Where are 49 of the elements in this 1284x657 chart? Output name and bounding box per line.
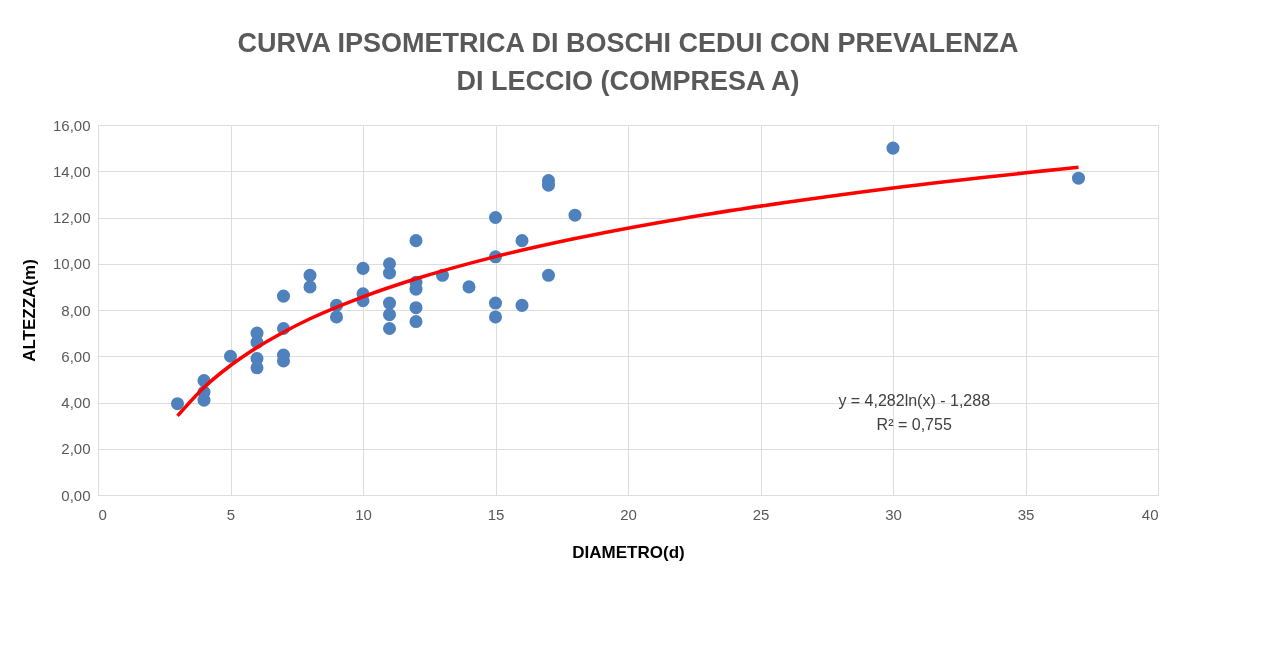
point <box>568 208 582 222</box>
y-tick-label: 14,00 <box>52 162 91 180</box>
y-tick-label: 2,00 <box>61 440 91 458</box>
point <box>303 268 317 282</box>
x-tick-label: 40 <box>1141 505 1159 523</box>
y-tick-label: 0,00 <box>61 486 91 504</box>
point <box>382 266 397 280</box>
point <box>409 315 423 329</box>
y-axis-title: ALTEZZA(m) <box>19 259 39 362</box>
chart-title: CURVA IPSOMETRICA DI BOSCHI CEDUI CON PREVALENZA DI LECCIO (COMPRESA A) <box>237 28 1019 96</box>
x-axis-title: DIAMETRO(d) <box>572 542 685 562</box>
x-tick-label: 5 <box>226 505 236 523</box>
point <box>356 261 370 275</box>
x-tick-label: 30 <box>885 505 902 523</box>
point <box>409 234 423 248</box>
point <box>382 321 397 336</box>
point <box>409 301 423 315</box>
point <box>1071 171 1086 185</box>
point <box>382 308 397 322</box>
x-tick-label: 15 <box>487 505 505 523</box>
point <box>250 361 264 375</box>
annotation: y = 4,282ln(x) - 1,288 <box>838 391 991 409</box>
x-tick-label: 20 <box>620 505 637 523</box>
y-tick-label: 16,00 <box>52 116 91 134</box>
x-tick-label: 25 <box>752 505 770 523</box>
line-series <box>175 165 1081 418</box>
point <box>303 280 317 294</box>
point <box>462 280 476 294</box>
point <box>515 298 529 312</box>
point <box>329 310 344 324</box>
y-tick-label: 6,00 <box>61 347 91 365</box>
y-tick-label: 10,00 <box>52 255 91 273</box>
point <box>541 268 556 282</box>
point <box>488 296 503 310</box>
point <box>170 397 185 411</box>
point <box>488 210 503 225</box>
x-tick-label: 35 <box>1017 505 1035 523</box>
point <box>276 289 291 303</box>
y-tick-label: 12,00 <box>52 209 91 226</box>
x-tick-label: 10 <box>355 505 372 523</box>
point <box>886 141 900 155</box>
y-tick-label: 8,00 <box>61 301 91 319</box>
point <box>382 296 397 310</box>
point <box>488 310 503 324</box>
annotation: R² = 0,755 <box>876 415 952 433</box>
point <box>223 349 238 363</box>
y-tick-label: 4,00 <box>61 394 91 411</box>
x-tick-label: 0 <box>98 505 107 523</box>
point <box>515 234 529 248</box>
